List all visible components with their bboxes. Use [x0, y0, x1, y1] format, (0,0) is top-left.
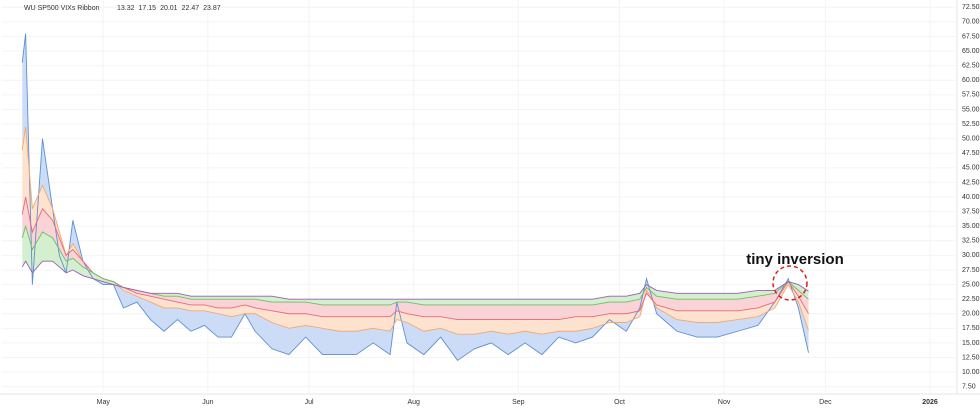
y-tick-label: 17.50 — [962, 325, 980, 332]
annotation-circle — [772, 265, 808, 301]
x-tick-label: Jul — [305, 399, 314, 406]
plot-area — [2, 0, 957, 394]
ribbon-band — [22, 197, 809, 320]
y-tick-label: 60.00 — [962, 77, 980, 84]
y-tick-label: 65.00 — [962, 48, 980, 55]
series-line — [21, 33, 809, 362]
y-tick-label: 45.00 — [962, 165, 980, 172]
y-tick-label: 30.00 — [962, 252, 980, 259]
x-tick-label: Nov — [718, 399, 731, 406]
x-tick-label: Dec — [819, 399, 832, 406]
ribbon-band — [22, 226, 809, 305]
ribbon-band — [22, 126, 809, 335]
y-tick-label: 67.50 — [962, 33, 980, 40]
y-tick-label: 7.50 — [962, 384, 976, 391]
series-line — [21, 224, 809, 306]
y-tick-label: 25.00 — [962, 281, 980, 288]
series-line — [21, 260, 809, 300]
annotation: tiny inversion — [746, 251, 844, 268]
legend-value: 22.47 — [182, 5, 200, 12]
y-tick-label: 35.00 — [962, 223, 980, 230]
y-tick-label: 72.50 — [962, 4, 980, 11]
x-tick-label: Aug — [407, 399, 420, 406]
y-tick-label: 37.50 — [962, 208, 980, 215]
y-tick-label: 20.00 — [962, 311, 980, 318]
y-tick-label: 42.50 — [962, 179, 980, 186]
legend: 13.32 17.15 20.01 22.47 23.87 — [117, 5, 221, 12]
x-tick-label: Oct — [614, 399, 625, 406]
y-tick-label: 32.50 — [962, 238, 980, 245]
y-tick-label: 27.50 — [962, 267, 980, 274]
y-tick-label: 52.50 — [962, 121, 980, 128]
x-tick-label: Jun — [202, 399, 213, 406]
y-tick-label: 15.00 — [962, 340, 980, 347]
legend-value: 17.15 — [139, 5, 157, 12]
y-tick-label: 12.50 — [962, 354, 980, 361]
x-tick-label: Sep — [512, 399, 525, 406]
legend-value: 13.32 — [117, 5, 135, 12]
y-tick-label: 47.50 — [962, 150, 980, 157]
y-tick-label: 50.00 — [962, 135, 980, 142]
legend-value: 23.87 — [203, 5, 221, 12]
y-tick-label: 55.00 — [962, 106, 980, 113]
ribbon-band — [22, 33, 809, 361]
y-tick-label: 62.50 — [962, 63, 980, 70]
x-tick-label: May — [97, 399, 111, 406]
y-tick-label: 10.00 — [962, 369, 980, 376]
legend-value: 20.01 — [160, 5, 178, 12]
y-tick-label: 57.50 — [962, 92, 980, 99]
y-tick-label: 40.00 — [962, 194, 980, 201]
x-tick-label: 2026 — [922, 399, 938, 406]
y-tick-label: 22.50 — [962, 296, 980, 303]
y-tick-label: 70.00 — [962, 19, 980, 26]
chart-title: WU SP500 VIXs Ribbon — [24, 5, 100, 12]
